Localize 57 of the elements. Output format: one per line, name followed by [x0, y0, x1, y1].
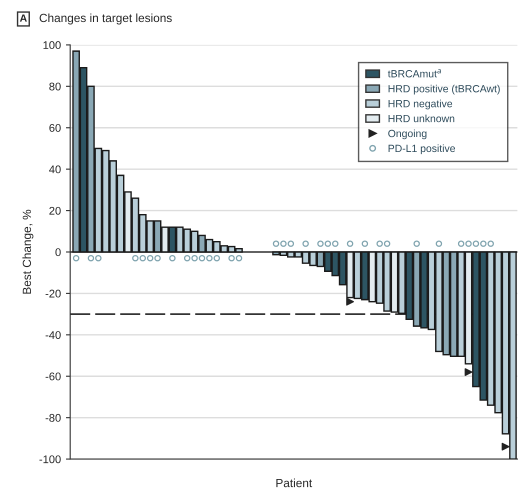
y-tick-label: 0	[55, 248, 61, 256]
point	[488, 240, 494, 247]
legend-label: tBRCAmut$^{a}$	[388, 69, 442, 78]
point	[206, 254, 213, 262]
point	[436, 240, 442, 247]
point	[228, 254, 235, 262]
point	[472, 240, 480, 247]
point	[502, 442, 510, 451]
point	[317, 240, 324, 247]
legend-label: HRD positive (tBRCAwt)	[388, 84, 500, 94]
point	[236, 254, 242, 262]
y-tick-label: 20	[49, 206, 61, 215]
legend-label: Ongoing	[388, 130, 426, 140]
point	[280, 240, 287, 247]
point	[376, 240, 383, 247]
legend-label: PD-L1 positive	[388, 144, 456, 154]
point	[464, 368, 472, 376]
point	[154, 254, 161, 262]
point	[465, 240, 472, 247]
point	[480, 240, 487, 247]
point	[272, 240, 280, 247]
legend-label: HRD unknown	[388, 114, 454, 122]
point	[362, 240, 368, 247]
y-tick-label: 100	[43, 41, 61, 50]
chart-title: Changes in target lesions	[40, 13, 172, 24]
point	[191, 254, 198, 262]
point	[198, 254, 206, 262]
y-tick-label: -60	[46, 372, 61, 380]
x-axis-title: Patient	[276, 478, 312, 488]
y-axis-title: Best Change, %	[22, 210, 34, 294]
y-tick-label: 60	[49, 124, 61, 132]
y-tick-label: 40	[49, 165, 61, 174]
point	[288, 240, 294, 247]
point	[346, 240, 354, 247]
y-tick-label: -80	[46, 414, 61, 422]
point	[384, 240, 390, 247]
point	[132, 254, 139, 262]
point	[458, 240, 464, 247]
point	[140, 254, 146, 262]
point	[324, 240, 332, 247]
point	[95, 254, 102, 262]
point	[413, 240, 420, 247]
point	[302, 240, 309, 247]
point	[169, 254, 176, 262]
point	[146, 254, 154, 262]
point	[72, 254, 80, 262]
y-tick-label: 80	[49, 82, 61, 90]
text: A	[20, 14, 27, 22]
legend-label: HRD negative	[388, 100, 452, 110]
point	[88, 254, 94, 262]
point	[214, 254, 220, 262]
y-tick-label: -100	[39, 455, 61, 464]
y-tick-label: -40	[46, 331, 61, 339]
y-tick-label: -20	[46, 290, 61, 298]
point	[346, 298, 354, 306]
point	[332, 240, 338, 247]
point	[184, 254, 190, 262]
